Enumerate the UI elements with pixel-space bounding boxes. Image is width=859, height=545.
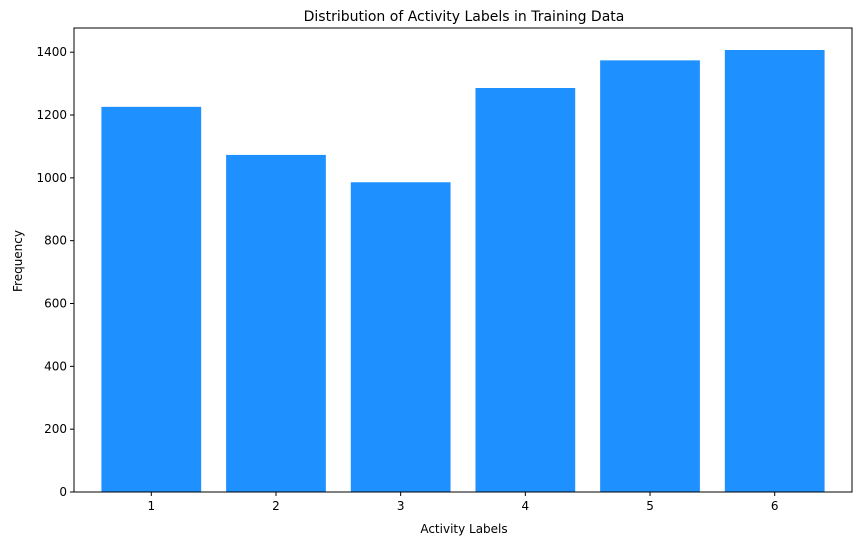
x-axis-label: Activity Labels [420, 522, 507, 536]
bar-3 [350, 182, 451, 492]
y-axis: 0 200 400 600 800 1000 1200 1400 [36, 45, 74, 499]
bars-group [101, 49, 825, 493]
chart-title: Distribution of Activity Labels in Train… [304, 9, 625, 25]
y-tick-label-400: 400 [44, 359, 67, 373]
bar-2 [226, 154, 326, 493]
y-tick-label-1400: 1400 [36, 45, 67, 59]
y-axis-label: Frequency [11, 230, 25, 292]
y-tick-label-600: 600 [44, 297, 67, 311]
y-tick-label-800: 800 [44, 234, 67, 248]
y-tick-label-0: 0 [59, 485, 67, 499]
x-tick-label-3: 3 [397, 499, 405, 513]
x-axis: 1 2 3 4 5 6 [147, 492, 779, 513]
y-tick-label-1200: 1200 [36, 108, 67, 122]
bar-1 [101, 106, 202, 492]
x-tick-label-5: 5 [646, 499, 654, 513]
y-tick-label-200: 200 [44, 422, 67, 436]
y-tick-label-1000: 1000 [36, 171, 67, 185]
x-tick-label-2: 2 [272, 499, 280, 513]
x-tick-label-1: 1 [147, 499, 155, 513]
x-tick-label-6: 6 [771, 499, 779, 513]
bar-5 [600, 60, 700, 493]
x-tick-label-4: 4 [522, 499, 530, 513]
plot-frame [73, 27, 853, 493]
bar-6 [724, 49, 825, 493]
bar-4 [475, 88, 576, 492]
